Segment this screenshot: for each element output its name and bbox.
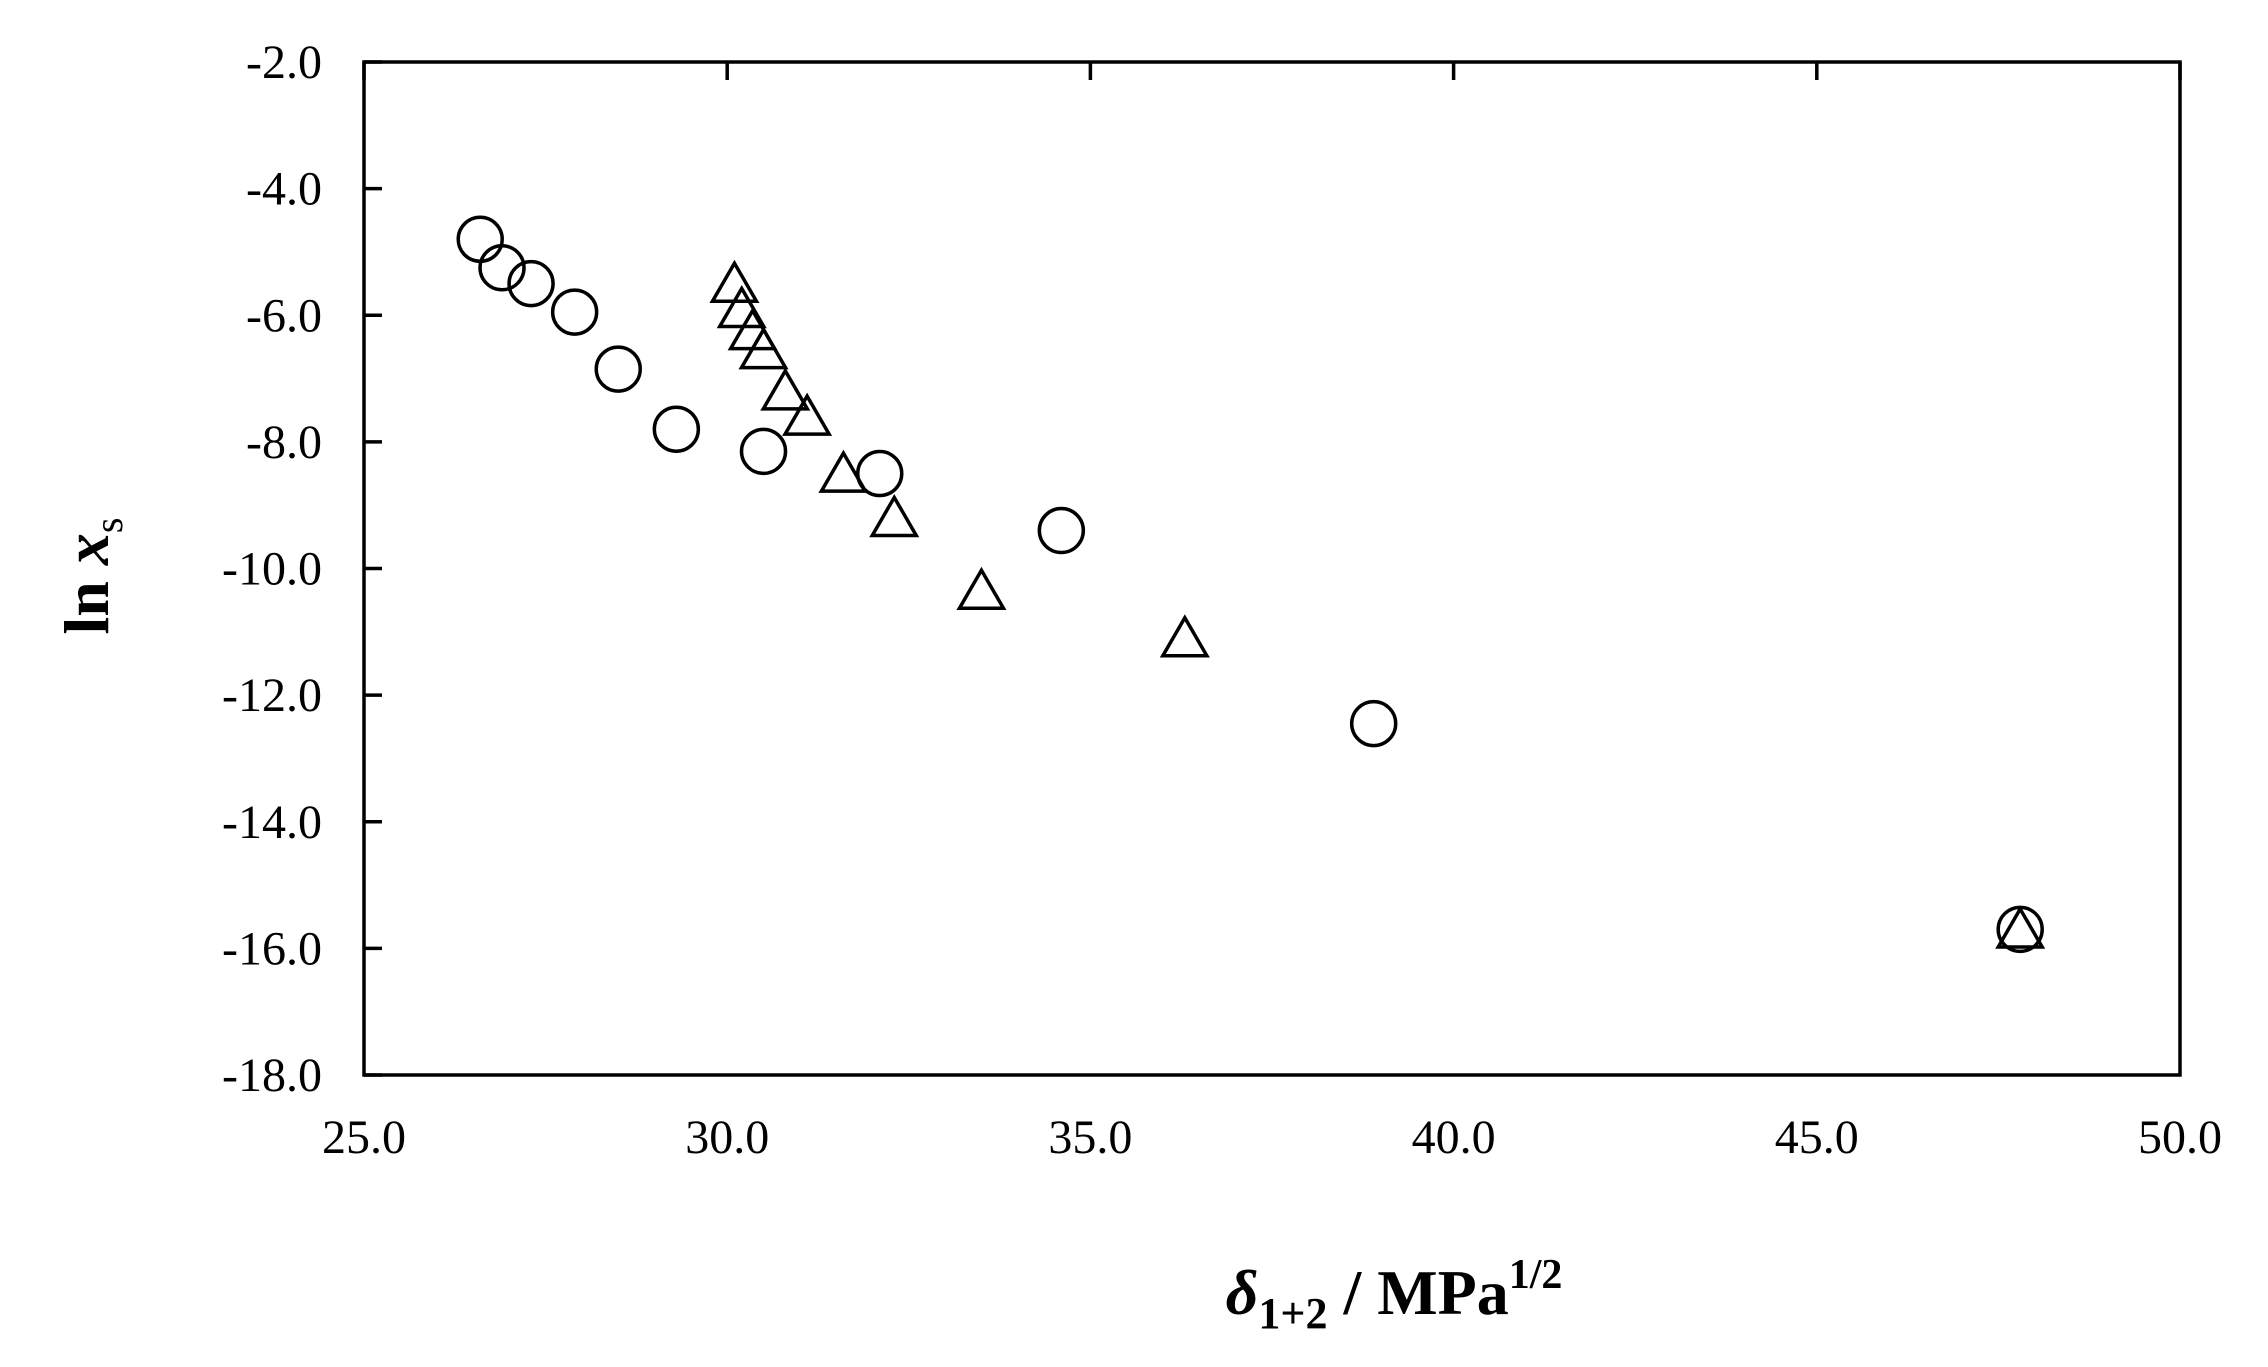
x-tick-label: 35.0 — [1048, 1111, 1132, 1164]
triangle-marker — [727, 307, 778, 351]
circle-marker — [478, 244, 526, 292]
y-axis-main: ln — [51, 565, 122, 634]
x-axis-symbol: δ — [1226, 1257, 1259, 1328]
axes: 25.0 30.0 35.0 40.0 45.0 50.0 -2.0 -4.0 -6.0 -8.0… — [222, 36, 2222, 1164]
y-tick-label: -14.0 — [222, 796, 322, 849]
x-axis-title: δ1+2 / MPa1/2 — [1226, 1252, 1563, 1338]
y-tick-label: -4.0 — [246, 163, 322, 216]
triangle-marker — [818, 449, 869, 493]
x-tick-label: 25.0 — [322, 1111, 406, 1164]
x-axis-subscript: 1+2 — [1258, 1289, 1327, 1338]
y-axis-variable: x — [51, 533, 122, 566]
triangle-marker — [782, 392, 833, 436]
x-tick-label: 50.0 — [2138, 1111, 2222, 1164]
y-axis-subscript: s — [86, 518, 131, 534]
x-axis-unit: / MPa — [1327, 1257, 1508, 1328]
triangle-marker — [956, 566, 1007, 611]
x-tick-label: 40.0 — [1412, 1111, 1496, 1164]
circle-marker — [1349, 699, 1398, 748]
y-tick-label: -12.0 — [222, 669, 322, 722]
y-tick-label: -8.0 — [246, 416, 322, 469]
circle-marker — [507, 259, 555, 308]
circle-marker — [1996, 905, 2044, 954]
circle-marker — [739, 427, 788, 476]
y-tick-label: -2.0 — [246, 36, 322, 89]
triangle-marker — [1995, 905, 2046, 949]
triangle-marker — [760, 367, 811, 411]
x-tick-label: 45.0 — [1775, 1111, 1859, 1164]
plot-area-frame — [362, 60, 2182, 1077]
triangle-marker — [869, 493, 920, 538]
data-markers — [456, 215, 2046, 954]
y-tick-label: -18.0 — [222, 1049, 322, 1102]
x-axis-unit-superscript: 1/2 — [1509, 1252, 1563, 1298]
y-tick-label: -16.0 — [222, 922, 322, 975]
triangle-marker — [709, 259, 760, 303]
circle-marker — [652, 405, 701, 453]
circle-marker — [550, 288, 599, 336]
y-tick-label: -10.0 — [222, 543, 322, 596]
y-axis-title: ln xs — [51, 518, 131, 635]
circle-marker — [594, 345, 642, 393]
circle-marker — [1037, 506, 1086, 555]
y-tick-label: -6.0 — [246, 289, 322, 342]
triangle-marker — [738, 326, 789, 370]
circle-marker — [456, 215, 504, 264]
x-tick-label: 30.0 — [685, 1111, 769, 1164]
triangle-marker — [1159, 614, 1210, 658]
circle-marker — [855, 449, 904, 498]
